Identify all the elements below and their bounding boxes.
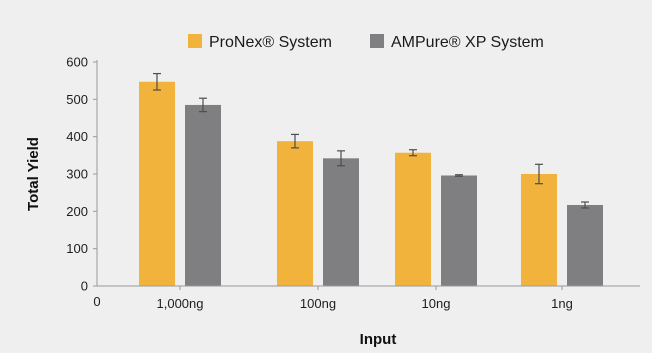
x-axis-origin-label: 0: [93, 294, 100, 309]
legend-label: ProNex® System: [209, 34, 332, 51]
error-bar: [337, 150, 345, 167]
bar-ampure: [323, 158, 359, 286]
legend-label: AMPure® XP System: [391, 34, 544, 51]
y-tick-label: 100: [66, 241, 88, 256]
legend-swatch: [188, 34, 202, 48]
error-bar: [199, 97, 207, 113]
bar-pronex: [139, 81, 175, 286]
error-bar: [535, 163, 543, 185]
bars-group: [139, 81, 603, 286]
x-tick-label: 1,000ng: [157, 296, 204, 311]
error-bar: [455, 174, 463, 177]
error-bar: [581, 201, 589, 209]
y-tick-label: 200: [66, 204, 88, 219]
error-bars-group: [153, 72, 589, 209]
x-axis-title: Input: [360, 331, 397, 348]
bar-ampure: [441, 175, 477, 286]
bar-ampure: [185, 104, 221, 286]
error-bar: [409, 149, 417, 157]
y-axis-ticks: 0 100 200 300 400 500 600: [66, 55, 97, 294]
error-bar: [291, 133, 299, 149]
y-axis-title: Total Yield: [25, 137, 42, 211]
y-tick-label: 400: [66, 129, 88, 144]
y-tick-label: 300: [66, 167, 88, 182]
x-axis-ticks: 1,000ng 100ng 10ng 1ng: [157, 286, 573, 311]
legend-swatch: [370, 34, 384, 48]
y-tick-label: 0: [81, 279, 88, 294]
y-tick-label: 600: [66, 55, 88, 70]
y-tick-label: 500: [66, 92, 88, 107]
bar-pronex: [395, 152, 431, 286]
x-tick-label: 10ng: [422, 296, 451, 311]
chart-legend: ProNex® System AMPure® XP System: [188, 34, 544, 51]
bar-pronex: [277, 141, 313, 286]
x-tick-label: 1ng: [551, 296, 573, 311]
bar-pronex: [521, 174, 557, 286]
x-tick-label: 100ng: [300, 296, 336, 311]
error-bar: [153, 72, 161, 91]
bar-ampure: [567, 204, 603, 286]
